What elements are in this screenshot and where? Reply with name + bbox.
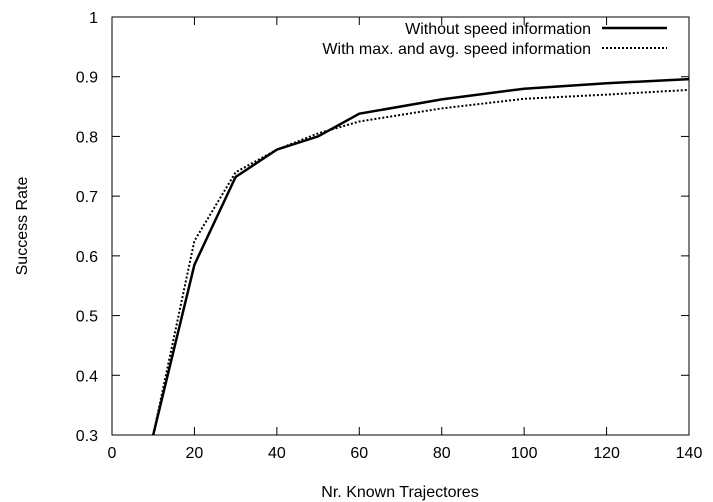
legend: Without speed information With max. and a…	[322, 21, 667, 58]
x-tick-label: 120	[593, 445, 620, 462]
series-line-2	[152, 88, 690, 436]
series-lines	[151, 77, 690, 436]
x-axis-label: Nr. Known Trajectores	[321, 484, 478, 501]
legend-label-1: Without speed information	[405, 21, 591, 38]
axis-ticks	[111, 16, 690, 436]
x-tick-label: 0	[108, 445, 117, 462]
series-line-1	[151, 77, 690, 436]
x-tick-label: 60	[350, 445, 368, 462]
axis-tick-labels: 0 20 40 60 80 100 120 140 0.3 0.4 0.5 0.6 0.7 0.8 0.9 1	[76, 10, 703, 462]
x-tick-label: 80	[433, 445, 451, 462]
y-tick-label: 0.3	[76, 428, 98, 445]
x-tick-label: 100	[511, 445, 538, 462]
x-tick-label: 20	[186, 445, 204, 462]
x-tick-label: 140	[676, 445, 703, 462]
legend-label-2: With max. and avg. speed information	[322, 41, 591, 58]
y-tick-label: 1	[89, 10, 98, 27]
x-tick-label: 40	[268, 445, 286, 462]
y-tick-label: 0.6	[76, 249, 98, 266]
y-tick-label: 0.5	[76, 309, 98, 326]
y-tick-label: 0.7	[76, 189, 98, 206]
y-tick-label: 0.9	[76, 70, 98, 87]
y-tick-label: 0.8	[76, 129, 98, 146]
plot-frame	[111, 16, 690, 436]
y-axis-label: Success Rate	[14, 177, 31, 276]
y-tick-label: 0.4	[76, 368, 98, 385]
